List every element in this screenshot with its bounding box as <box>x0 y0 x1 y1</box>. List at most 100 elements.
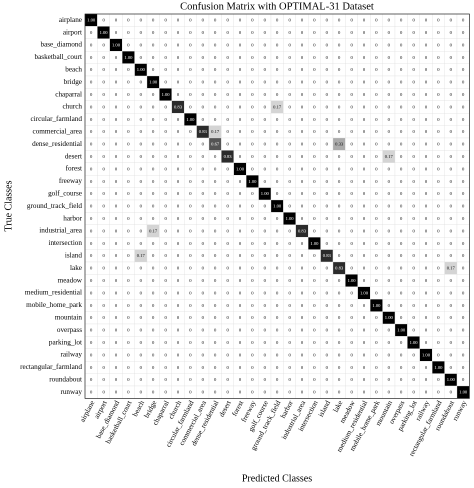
cell-label: 0 <box>152 204 155 209</box>
cell-label: 0 <box>164 191 167 196</box>
cell-label: 0 <box>90 290 93 295</box>
cell-label: 0 <box>450 30 453 35</box>
cell-label: 0 <box>202 80 205 85</box>
cell-label: 0 <box>177 228 180 233</box>
cell-label: 0 <box>202 340 205 345</box>
cell-label: 0 <box>350 365 353 370</box>
cell-label: 0 <box>338 104 341 109</box>
cell-label: 0 <box>326 352 329 357</box>
cell-label: 0 <box>338 179 341 184</box>
cell-label: 0 <box>375 377 378 382</box>
cell-label: 0 <box>326 266 329 271</box>
cell-label: 0 <box>127 377 130 382</box>
cell-label: 0 <box>288 80 291 85</box>
cell-label: 0 <box>288 340 291 345</box>
cell-label: 0 <box>363 67 366 72</box>
cell-label: 0 <box>177 390 180 395</box>
cell-label: 0 <box>276 117 279 122</box>
cell-label: 0 <box>412 18 415 23</box>
cell-label: 0 <box>102 340 105 345</box>
cell-label: 0 <box>313 179 316 184</box>
cell-label: 0 <box>450 228 453 233</box>
cell-label: 0.17 <box>211 129 220 134</box>
cell-label: 0 <box>189 228 192 233</box>
cell-label: 0.17 <box>273 104 282 109</box>
cell-label: 1.00 <box>87 18 96 23</box>
cell-label: 1.00 <box>273 204 282 209</box>
cell-label: 0 <box>152 340 155 345</box>
cell-label: 0 <box>264 303 267 308</box>
cell-label: 0 <box>462 42 465 47</box>
cell-label: 0 <box>90 365 93 370</box>
cell-label: 0 <box>437 241 440 246</box>
cell-label: 0 <box>90 204 93 209</box>
cell-label: 0 <box>412 365 415 370</box>
cell-label: 0 <box>462 204 465 209</box>
cell-label: 0 <box>375 266 378 271</box>
cell-label: 0 <box>152 117 155 122</box>
cell-label: 0 <box>425 80 428 85</box>
cell-label: 0 <box>202 253 205 258</box>
cell-label: 0 <box>140 352 143 357</box>
cell-label: 0 <box>437 278 440 283</box>
cell-label: 0 <box>313 166 316 171</box>
cell-label: 0 <box>425 241 428 246</box>
cell-label: 0 <box>412 390 415 395</box>
cell-label: 0 <box>140 104 143 109</box>
cell-label: 0 <box>189 142 192 147</box>
cell-label: 0 <box>350 129 353 134</box>
cell-label: 0 <box>214 179 217 184</box>
cell-label: 0 <box>288 191 291 196</box>
cell-label: 0 <box>412 290 415 295</box>
cell-label: 0 <box>425 340 428 345</box>
cell-label: 0 <box>127 365 130 370</box>
cell-label: 0 <box>338 303 341 308</box>
cell-label: 0 <box>288 142 291 147</box>
cell-label: 0 <box>202 278 205 283</box>
cell-label: 0 <box>202 117 205 122</box>
cell-label: 0 <box>152 55 155 60</box>
cell-label: 0 <box>202 216 205 221</box>
cell-label: 0 <box>251 104 254 109</box>
cell-label: 0 <box>313 154 316 159</box>
cell-label: 0 <box>313 142 316 147</box>
cell-label: 0 <box>375 290 378 295</box>
cell-label: 0 <box>202 352 205 357</box>
cell-label: 0 <box>462 154 465 159</box>
cell-label: 0 <box>363 104 366 109</box>
cell-label: 1.00 <box>372 303 381 308</box>
cell-label: 0 <box>363 92 366 97</box>
cell-label: 0 <box>152 166 155 171</box>
cell-label: 0 <box>276 290 279 295</box>
y-tick-label: bridge <box>64 78 82 86</box>
cell-label: 0 <box>326 42 329 47</box>
cell-label: 0 <box>164 30 167 35</box>
cell-label: 0 <box>127 92 130 97</box>
x-tick-label: desert <box>218 399 233 418</box>
cell-label: 0 <box>400 303 403 308</box>
cell-label: 0 <box>189 191 192 196</box>
cell-label: 0 <box>338 352 341 357</box>
cell-label: 0 <box>177 290 180 295</box>
cell-label: 0 <box>375 179 378 184</box>
y-tick-label: rectangular_farmland <box>20 363 82 371</box>
plot-border <box>84 13 470 399</box>
cell-label: 0 <box>450 315 453 320</box>
cell-label: 0 <box>425 142 428 147</box>
cell-label: 0 <box>388 67 391 72</box>
cell-label: 0 <box>400 42 403 47</box>
cell-label: 0 <box>363 117 366 122</box>
cell-label: 0 <box>375 216 378 221</box>
cell-label: 1.00 <box>447 377 456 382</box>
cell-label: 0 <box>400 55 403 60</box>
cell-label: 0 <box>301 129 304 134</box>
cell-label: 0 <box>412 30 415 35</box>
cell-label: 0 <box>450 154 453 159</box>
cell-label: 0 <box>437 253 440 258</box>
cell-label: 1.00 <box>385 315 394 320</box>
cell-label: 0 <box>102 80 105 85</box>
cell-label: 0 <box>189 253 192 258</box>
cell-label: 0 <box>90 80 93 85</box>
cell-label: 0 <box>140 166 143 171</box>
cell-label: 0 <box>412 241 415 246</box>
